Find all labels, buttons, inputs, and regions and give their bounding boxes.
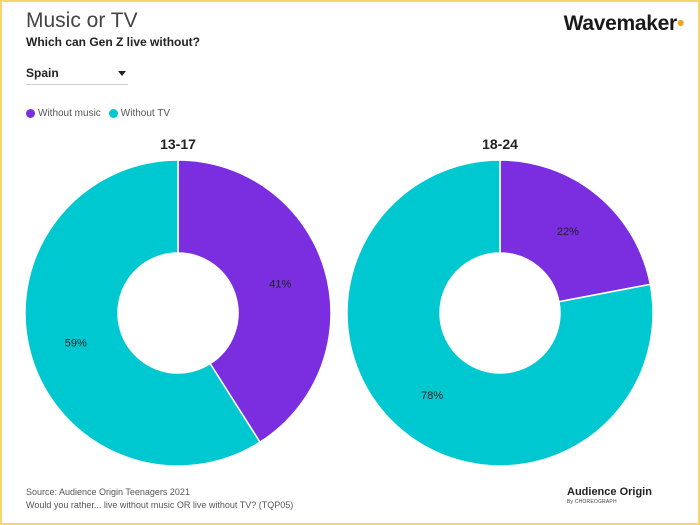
brand-dot: •: [676, 12, 684, 35]
donut-1-slice-0[interactable]: [499, 159, 652, 303]
legend-swatch-tv: [108, 109, 118, 118]
source-note: Source: Audience Origin Teenagers 2021 W…: [26, 486, 293, 512]
legend-swatch-music: [26, 109, 35, 118]
source-text: Source: Audience Origin Teenagers 2021: [26, 487, 190, 497]
chart-title-13-17: 13-17: [160, 136, 196, 152]
legend-item-without-tv[interactable]: Without TV: [108, 108, 171, 119]
legend: Without music Without TV: [26, 108, 178, 119]
donut-1-label-0: 22%: [557, 226, 579, 238]
donut-0-label-0: 41%: [269, 278, 291, 290]
country-select[interactable]: Spain: [26, 62, 128, 85]
question-text: Would you rather... live without music O…: [26, 500, 294, 510]
donut-0-slice-1[interactable]: [24, 159, 262, 467]
brand-name: Wavemaker: [563, 12, 678, 35]
legend-label-tv: Without TV: [120, 108, 171, 119]
legend-item-without-music[interactable]: Without music: [26, 108, 101, 119]
donut-1-slice-1[interactable]: [346, 159, 654, 467]
page-title: Music or TV: [26, 9, 138, 32]
audience-origin-logo: Audience Origin: [567, 486, 652, 498]
donut-1-label-1: 78%: [421, 390, 443, 402]
chart-title-18-24: 18-24: [482, 136, 518, 152]
page-subtitle: Which can Gen Z live without?: [26, 35, 201, 49]
legend-label-music: Without music: [38, 108, 101, 119]
chevron-down-icon: [118, 71, 126, 76]
donut-0-label-1: 59%: [65, 338, 87, 350]
donut-0-slice-0[interactable]: [177, 159, 332, 444]
country-select-value: Spain: [26, 66, 59, 80]
wavemaker-logo: Wavemaker•: [563, 12, 685, 36]
audience-origin-sub: By CHOREOGRAPH: [567, 499, 617, 505]
